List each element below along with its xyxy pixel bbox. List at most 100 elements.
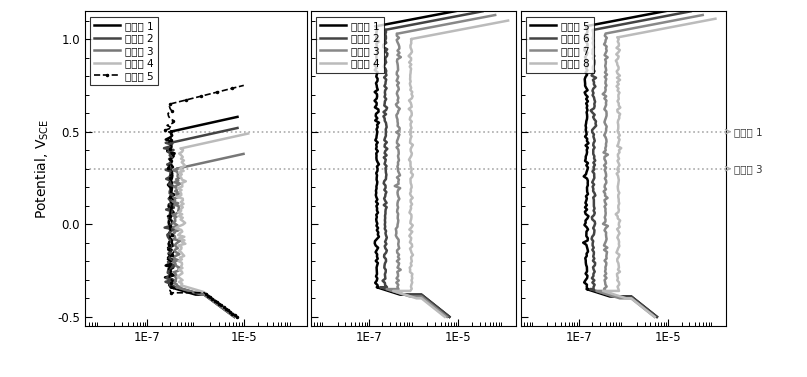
실시예 5	[648, 311, 658, 316]
비교예 4	[232, 314, 242, 319]
비교예 2	[167, 209, 177, 214]
실시예 2	[441, 311, 450, 316]
Line: 실시예 1: 실시예 1	[374, 8, 474, 317]
실시예 5	[583, 181, 592, 185]
실시예 1	[370, 90, 379, 94]
Line: 실시예 6: 실시예 6	[590, 11, 691, 317]
실시예 2	[445, 314, 454, 319]
실시예 5	[579, 90, 589, 95]
실시예 8	[650, 314, 659, 319]
실시예 4	[440, 314, 449, 319]
실시예 6	[590, 211, 600, 215]
실시예 3	[393, 211, 403, 216]
비교예 5	[215, 302, 224, 306]
실시예 1	[372, 208, 382, 213]
실시예 5	[652, 314, 662, 319]
Text: 비교예 1: 비교예 1	[734, 127, 762, 137]
실시예 6	[630, 297, 640, 302]
비교예 3	[175, 190, 185, 195]
실시예 4	[420, 299, 430, 303]
비교예 4	[211, 299, 221, 304]
실시예 7	[650, 314, 659, 319]
실시예 2	[381, 209, 391, 214]
비교예 3	[173, 224, 182, 228]
실시예 5	[583, 179, 592, 183]
실시예 3	[442, 314, 452, 319]
비교예 4	[174, 170, 184, 175]
비교예 1	[166, 143, 176, 148]
비교예 5	[232, 314, 242, 319]
비교예 4	[175, 174, 185, 178]
실시예 5	[630, 297, 640, 302]
실시예 1	[373, 180, 383, 184]
비교예 4	[179, 158, 189, 163]
Line: 실시예 8: 실시예 8	[603, 19, 716, 317]
실시예 5	[580, 210, 590, 214]
비교예 5	[208, 91, 218, 95]
Legend: 실시예 1, 실시예 2, 실시예 3, 실시예 4: 실시예 1, 실시예 2, 실시예 3, 실시예 4	[316, 17, 384, 73]
실시예 3	[394, 96, 404, 100]
실시예 7	[600, 213, 610, 218]
실시예 6	[648, 311, 658, 316]
비교예 3	[239, 152, 249, 156]
실시예 4	[504, 18, 513, 23]
비교예 2	[217, 303, 227, 308]
실시예 8	[613, 99, 622, 103]
비교예 4	[217, 303, 227, 308]
비교예 2	[165, 166, 175, 170]
실시예 8	[646, 312, 656, 316]
실시예 4	[407, 215, 416, 219]
실시예 6	[587, 93, 597, 97]
실시예 2	[379, 179, 389, 184]
Line: 실시예 5: 실시예 5	[583, 8, 684, 317]
비교예 2	[232, 126, 242, 130]
비교예 1	[229, 314, 239, 319]
실시예 7	[600, 183, 610, 187]
비교예 1	[165, 161, 174, 166]
비교예 4	[178, 212, 187, 216]
실시예 8	[613, 184, 623, 189]
Y-axis label: Potential, V$_{\mathrm{SCE}}$: Potential, V$_{\mathrm{SCE}}$	[34, 119, 52, 219]
비교예 3	[211, 301, 220, 305]
실시예 3	[390, 184, 399, 188]
실시예 1	[445, 314, 454, 319]
Line: 비교예 5: 비교예 5	[163, 83, 246, 319]
비교예 5	[162, 123, 172, 128]
비교예 4	[244, 131, 253, 136]
비교예 2	[165, 153, 174, 158]
실시예 2	[478, 9, 487, 14]
비교예 3	[215, 304, 225, 309]
비교예 3	[172, 187, 182, 192]
Line: 비교예 2: 비교예 2	[164, 128, 237, 317]
비교예 1	[165, 157, 175, 161]
실시예 4	[407, 185, 416, 190]
실시예 7	[600, 96, 609, 101]
비교예 2	[232, 314, 242, 319]
실시예 6	[587, 180, 597, 185]
비교예 5	[239, 83, 249, 87]
실시예 3	[491, 13, 500, 17]
비교예 2	[166, 169, 176, 174]
실시예 8	[613, 214, 622, 219]
Line: 비교예 1: 비교예 1	[165, 117, 237, 317]
실시예 2	[380, 92, 390, 97]
Line: 실시예 7: 실시예 7	[596, 15, 703, 317]
Line: 비교예 4: 비교예 4	[176, 133, 249, 317]
실시예 1	[469, 5, 479, 10]
Legend: 실시예 5, 실시예 6, 실시예 7, 실시예 8: 실시예 5, 실시예 6, 실시예 7, 실시예 8	[525, 17, 594, 73]
비교예 1	[164, 204, 174, 209]
비교예 1	[232, 115, 242, 119]
실시예 5	[679, 5, 688, 10]
비교예 5	[207, 296, 217, 301]
실시예 7	[600, 185, 609, 189]
실시예 6	[589, 182, 599, 187]
실시예 4	[437, 312, 446, 316]
실시예 8	[613, 186, 623, 191]
실시예 6	[686, 9, 696, 14]
비교예 3	[171, 177, 181, 181]
비교예 3	[229, 314, 239, 319]
Legend: 비교예 1, 비교예 2, 비교예 3, 비교예 4, 비교예 5: 비교예 1, 비교예 2, 비교예 3, 비교예 4, 비교예 5	[90, 17, 158, 85]
실시예 3	[394, 182, 404, 186]
비교예 1	[215, 304, 225, 309]
실시예 2	[378, 181, 388, 185]
